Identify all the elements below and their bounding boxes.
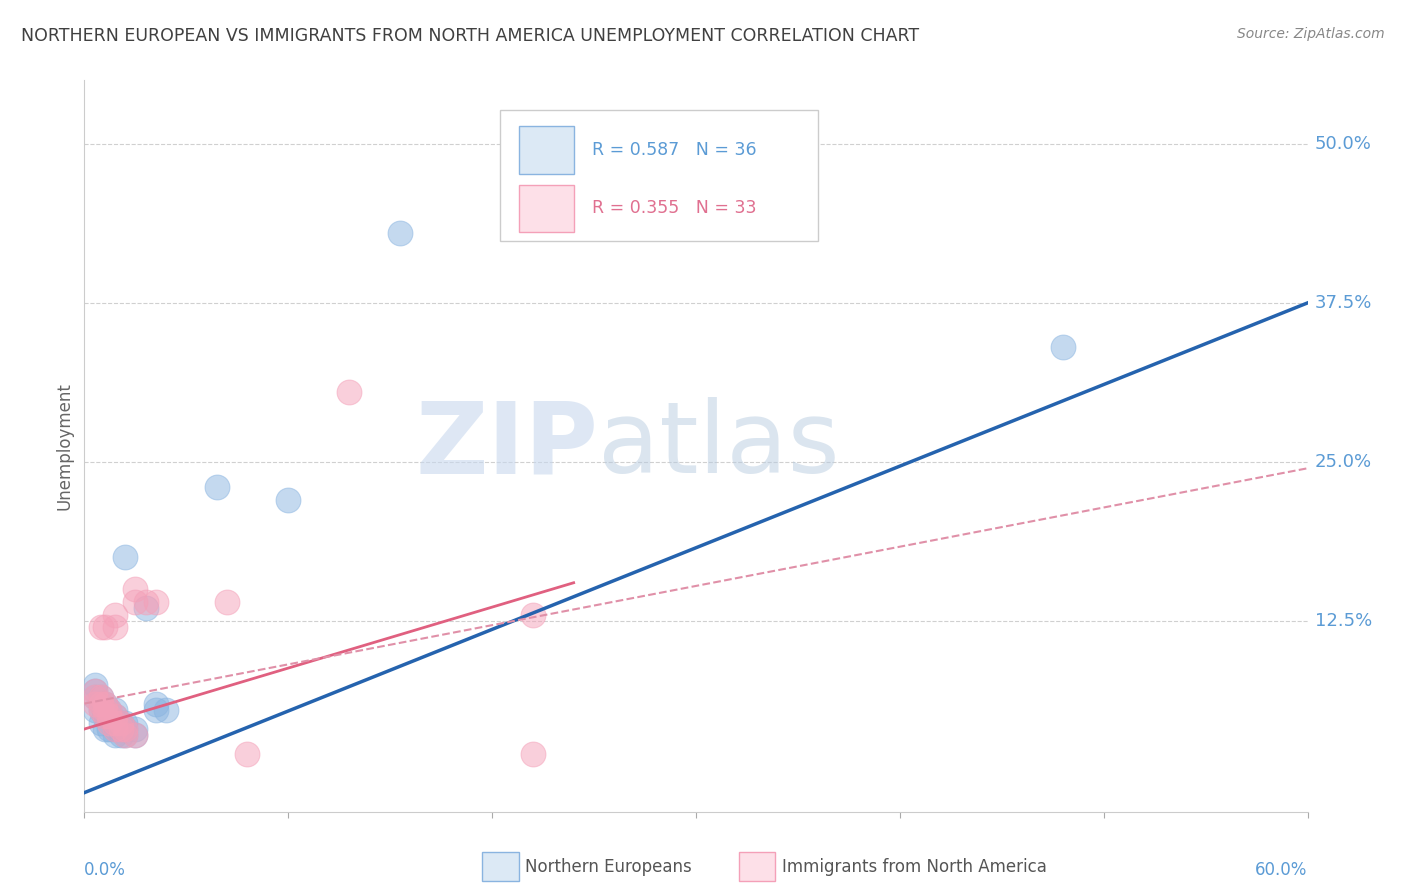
Point [114, 550, 136, 565]
Point [145, 697, 167, 711]
Point [90, 690, 112, 705]
Point [114, 715, 136, 730]
Point [155, 703, 177, 717]
Point [83, 684, 105, 698]
Point [90, 697, 112, 711]
Point [277, 493, 299, 508]
Text: atlas: atlas [598, 398, 839, 494]
Y-axis label: Unemployment: Unemployment [55, 382, 73, 510]
Point [124, 728, 146, 742]
Text: 25.0%: 25.0% [1315, 453, 1372, 471]
Point [97, 703, 120, 717]
Point [90, 715, 112, 730]
Point [104, 728, 127, 742]
FancyBboxPatch shape [519, 126, 574, 174]
Point [104, 709, 127, 723]
FancyBboxPatch shape [501, 110, 818, 241]
Point [135, 595, 157, 609]
Point [217, 595, 239, 609]
Point [93, 697, 115, 711]
Point [339, 384, 360, 399]
Point [124, 722, 146, 736]
Point [205, 480, 228, 494]
Point [83, 684, 105, 698]
Text: NORTHERN EUROPEAN VS IMMIGRANTS FROM NORTH AMERICA UNEMPLOYMENT CORRELATION CHAR: NORTHERN EUROPEAN VS IMMIGRANTS FROM NOR… [21, 27, 920, 45]
Point [83, 703, 105, 717]
Point [97, 715, 120, 730]
Point [104, 703, 127, 717]
Point [145, 595, 167, 609]
Point [114, 728, 136, 742]
Point [104, 722, 127, 736]
Point [114, 722, 136, 736]
Point [83, 690, 105, 705]
Point [83, 677, 105, 691]
Point [90, 703, 112, 717]
Text: ZIP: ZIP [415, 398, 598, 494]
Point [124, 582, 146, 596]
Point [97, 709, 120, 723]
Point [1052, 340, 1074, 354]
FancyBboxPatch shape [738, 852, 776, 881]
Point [145, 703, 167, 717]
Point [97, 709, 120, 723]
Point [522, 747, 544, 762]
Point [522, 607, 544, 622]
Text: 50.0%: 50.0% [1315, 135, 1371, 153]
Text: R = 0.355   N = 33: R = 0.355 N = 33 [592, 199, 756, 218]
Point [97, 703, 120, 717]
Point [110, 728, 132, 742]
Point [93, 703, 115, 717]
Point [93, 620, 115, 634]
Text: 0.0%: 0.0% [84, 861, 127, 879]
Point [110, 722, 132, 736]
Point [93, 709, 115, 723]
Point [90, 697, 112, 711]
Point [110, 722, 132, 736]
Point [104, 715, 127, 730]
Point [83, 697, 105, 711]
Point [104, 722, 127, 736]
FancyBboxPatch shape [519, 185, 574, 232]
Text: Source: ZipAtlas.com: Source: ZipAtlas.com [1237, 27, 1385, 41]
Point [104, 620, 127, 634]
Point [93, 703, 115, 717]
Point [389, 226, 412, 240]
Point [236, 747, 259, 762]
FancyBboxPatch shape [482, 852, 519, 881]
Text: 60.0%: 60.0% [1256, 861, 1308, 879]
Text: 37.5%: 37.5% [1315, 293, 1372, 312]
Text: R = 0.587   N = 36: R = 0.587 N = 36 [592, 141, 756, 159]
Point [110, 715, 132, 730]
Point [93, 722, 115, 736]
Text: 12.5%: 12.5% [1315, 612, 1372, 630]
Point [90, 620, 112, 634]
Point [90, 690, 112, 705]
Point [124, 595, 146, 609]
Point [124, 728, 146, 742]
Point [110, 715, 132, 730]
Point [135, 601, 157, 615]
Point [104, 607, 127, 622]
Point [93, 709, 115, 723]
Point [83, 690, 105, 705]
Point [97, 722, 120, 736]
Point [93, 697, 115, 711]
Point [104, 709, 127, 723]
Text: Northern Europeans: Northern Europeans [524, 857, 692, 876]
Text: Immigrants from North America: Immigrants from North America [782, 857, 1046, 876]
Point [90, 703, 112, 717]
Point [114, 722, 136, 736]
Point [114, 728, 136, 742]
